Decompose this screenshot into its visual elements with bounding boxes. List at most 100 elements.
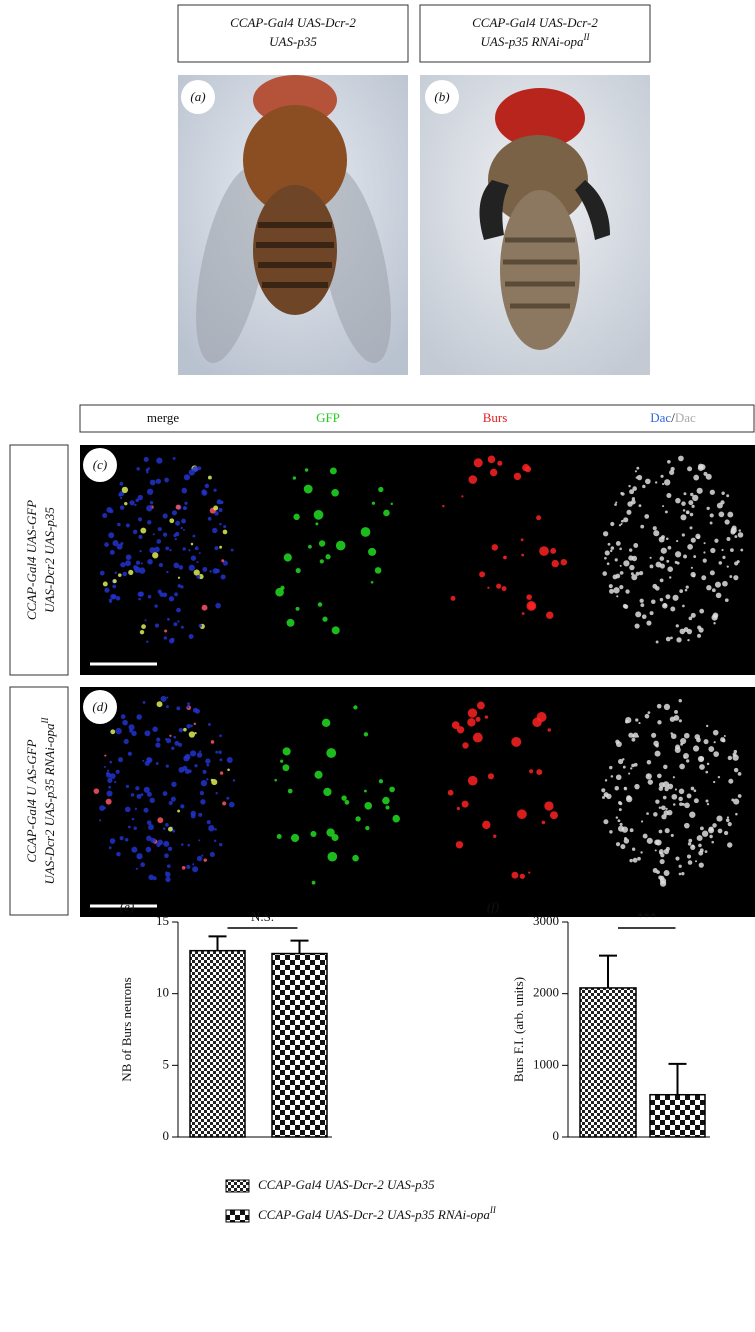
signal-dot xyxy=(657,720,661,724)
signal-dot xyxy=(718,829,723,834)
signal-dot xyxy=(512,872,519,879)
panel-label: (a) xyxy=(190,89,205,104)
signal-dot xyxy=(166,765,169,768)
signal-dot xyxy=(352,855,359,862)
signal-dot xyxy=(740,549,743,552)
signal-dot xyxy=(219,523,222,526)
signal-dot xyxy=(173,563,179,569)
signal-dot xyxy=(637,475,642,480)
signal-dot xyxy=(670,717,675,722)
signal-dot xyxy=(639,504,642,507)
signal-dot xyxy=(179,565,184,570)
signal-dot xyxy=(192,466,198,472)
signal-dot xyxy=(676,624,679,627)
signal-dot xyxy=(129,724,135,730)
bar xyxy=(190,951,245,1137)
signal-dot xyxy=(141,562,143,564)
signal-dot xyxy=(645,479,651,485)
signal-dot xyxy=(686,510,690,514)
signal-dot xyxy=(135,786,139,790)
signal-dot xyxy=(664,849,669,854)
signal-dot xyxy=(546,612,553,619)
signal-dot xyxy=(147,559,153,565)
channel-label: merge xyxy=(147,410,179,425)
signal-dot xyxy=(648,711,651,714)
signal-dot xyxy=(176,706,180,710)
signal-dot xyxy=(215,603,221,609)
signal-dot xyxy=(635,470,637,472)
signal-dot xyxy=(726,537,730,541)
signal-dot xyxy=(618,826,624,832)
signal-dot xyxy=(490,469,497,476)
signal-dot xyxy=(656,641,659,644)
signal-dot xyxy=(609,584,613,588)
signal-dot xyxy=(176,505,181,510)
signal-dot xyxy=(378,487,383,492)
signal-dot xyxy=(493,835,496,838)
signal-dot xyxy=(670,607,675,612)
signal-dot xyxy=(457,807,460,810)
row-genotype-segment: CCAP-Gal4 U AS-GFP xyxy=(24,739,39,862)
signal-dot xyxy=(331,489,339,497)
signal-dot xyxy=(451,596,456,601)
signal-dot xyxy=(624,604,629,609)
signal-dot xyxy=(125,807,131,813)
signal-dot xyxy=(168,847,172,851)
y-tick-label: 1000 xyxy=(533,1056,559,1071)
signal-dot xyxy=(669,470,674,475)
signal-dot xyxy=(738,772,742,776)
signal-dot xyxy=(690,493,693,496)
signal-dot xyxy=(697,634,701,638)
signal-dot xyxy=(679,764,685,770)
signal-dot xyxy=(219,758,222,761)
signal-dot xyxy=(688,500,693,505)
photo-a xyxy=(178,75,408,375)
signal-dot xyxy=(169,735,171,737)
signal-dot xyxy=(651,599,656,604)
signal-dot xyxy=(140,862,145,867)
row-genotype-segment: II xyxy=(40,716,50,724)
signal-dot xyxy=(182,866,186,870)
signal-dot xyxy=(548,728,551,731)
signal-dot xyxy=(231,549,234,552)
genotype-label-segment: CCAP-Gal4 UAS-Dcr-2 xyxy=(230,15,356,30)
signal-dot xyxy=(629,548,632,551)
signal-dot xyxy=(147,820,152,825)
signal-dot xyxy=(174,741,179,746)
signal-dot xyxy=(181,527,183,529)
signal-dot xyxy=(479,571,485,577)
signal-dot xyxy=(695,534,700,539)
signal-dot xyxy=(699,863,704,868)
signal-dot xyxy=(146,505,152,511)
genotype-label-segment: UAS-p35 RNAi-opa xyxy=(481,34,584,49)
signal-dot xyxy=(629,489,634,494)
signal-dot xyxy=(710,522,713,525)
signal-dot xyxy=(655,799,659,803)
signal-dot xyxy=(118,573,122,577)
signal-dot xyxy=(611,546,614,549)
signal-dot xyxy=(623,766,626,769)
signal-dot xyxy=(526,594,532,600)
signal-dot xyxy=(716,816,722,822)
signal-dot xyxy=(178,577,180,579)
signal-dot xyxy=(178,584,181,587)
signal-dot xyxy=(703,559,707,563)
signal-dot xyxy=(104,754,106,756)
signal-dot xyxy=(690,572,695,577)
signal-dot xyxy=(660,475,663,478)
signal-dot xyxy=(648,779,653,784)
signal-dot xyxy=(608,543,611,546)
signal-dot xyxy=(691,538,696,543)
signal-dot xyxy=(372,502,375,505)
signal-dot xyxy=(323,788,331,796)
signal-dot xyxy=(104,766,106,768)
signal-dot xyxy=(601,788,605,792)
signal-dot xyxy=(189,731,195,737)
photo-b xyxy=(420,75,650,375)
signal-dot xyxy=(473,733,483,743)
signal-dot xyxy=(227,768,230,771)
signal-dot xyxy=(391,503,393,505)
signal-dot xyxy=(733,799,739,805)
signal-dot xyxy=(199,624,203,628)
signal-dot xyxy=(675,747,681,753)
